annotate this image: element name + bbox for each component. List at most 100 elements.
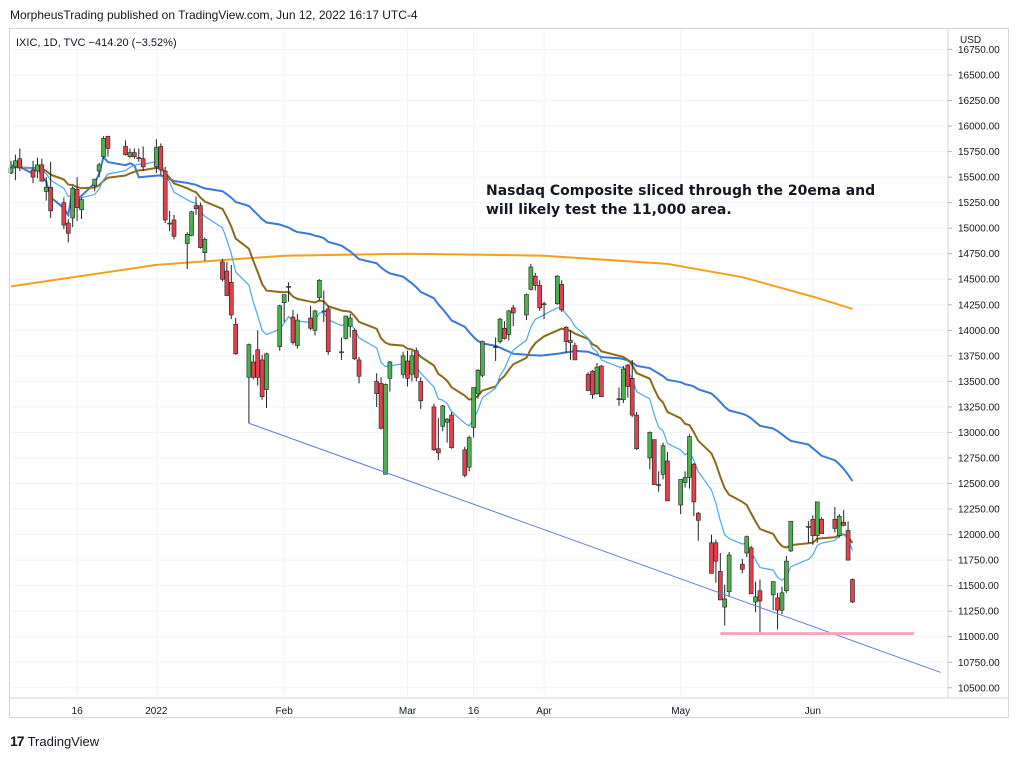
candle-body bbox=[599, 365, 604, 397]
candle-body bbox=[590, 370, 595, 395]
candle bbox=[43, 177, 49, 201]
candle-body bbox=[286, 286, 291, 288]
y-tick-label: 10500.00 bbox=[958, 683, 1000, 694]
x-tick-label: May bbox=[671, 706, 690, 717]
candle bbox=[510, 304, 516, 327]
candle bbox=[462, 446, 468, 478]
candle bbox=[189, 210, 194, 237]
candle-body bbox=[171, 219, 177, 237]
candle bbox=[352, 328, 357, 360]
candle-body bbox=[753, 596, 758, 603]
candle-body bbox=[158, 146, 164, 171]
candle bbox=[713, 539, 719, 583]
candle-body bbox=[656, 484, 661, 486]
candle bbox=[810, 515, 816, 545]
candle bbox=[497, 318, 503, 344]
candle bbox=[220, 258, 225, 282]
candle bbox=[436, 418, 441, 461]
candle-body bbox=[841, 522, 846, 526]
candle bbox=[13, 154, 18, 181]
candlestick-chart[interactable]: 16750.00 16500.00 16250.00 16000.00 15750.00… bbox=[0, 0, 1020, 730]
candle-body bbox=[431, 406, 437, 451]
candle bbox=[290, 309, 296, 345]
y-tick-label: 12750.00 bbox=[958, 453, 1000, 464]
candle-body bbox=[79, 199, 84, 211]
candle-body bbox=[317, 279, 322, 298]
candle-body bbox=[555, 275, 560, 305]
candle-body bbox=[524, 294, 529, 316]
candle-body bbox=[691, 463, 697, 503]
candle-body bbox=[198, 205, 203, 248]
candle bbox=[537, 280, 542, 311]
candle bbox=[356, 356, 362, 384]
candle-body bbox=[343, 315, 349, 339]
candle bbox=[845, 521, 851, 561]
candle-body bbox=[246, 344, 252, 378]
y-tick-label: 14750.00 bbox=[958, 249, 1000, 260]
candle bbox=[775, 592, 780, 630]
candle-body bbox=[466, 437, 472, 468]
candle-body bbox=[585, 373, 591, 391]
candle-body bbox=[233, 323, 238, 355]
candle bbox=[246, 343, 252, 424]
y-tick-label: 13250.00 bbox=[958, 402, 1000, 413]
candle-body bbox=[308, 317, 313, 329]
candle bbox=[140, 146, 146, 171]
candle-body bbox=[264, 353, 269, 390]
candle bbox=[814, 501, 820, 543]
candle bbox=[590, 370, 595, 399]
candle-body bbox=[718, 571, 723, 601]
candle bbox=[585, 372, 591, 391]
candle bbox=[405, 350, 410, 387]
candle bbox=[414, 347, 419, 382]
candle-body bbox=[814, 501, 820, 536]
candle-body bbox=[383, 384, 388, 475]
y-tick-label: 16000.00 bbox=[958, 122, 1000, 133]
candle-body bbox=[35, 164, 40, 172]
candle-body bbox=[806, 526, 811, 528]
candle-body bbox=[740, 563, 745, 570]
y-tick-label: 11750.00 bbox=[958, 556, 999, 567]
candle bbox=[665, 451, 670, 502]
tradingview-footer[interactable]: 17 TradingView bbox=[10, 733, 99, 749]
candle bbox=[79, 197, 84, 219]
candle-body bbox=[387, 361, 393, 379]
candle bbox=[779, 586, 785, 615]
candle bbox=[832, 507, 838, 533]
time-axis: 16 2022 Feb Mar 16 Apr May Jun bbox=[10, 697, 1008, 717]
candle bbox=[466, 435, 472, 472]
trendline bbox=[248, 422, 941, 673]
drawings bbox=[248, 422, 941, 673]
candle bbox=[475, 369, 481, 399]
x-tick-label: Apr bbox=[536, 706, 552, 717]
y-tick-label: 16750.00 bbox=[958, 45, 1000, 56]
candle bbox=[312, 309, 318, 336]
candle-body bbox=[101, 137, 106, 157]
candle bbox=[541, 301, 547, 320]
candle bbox=[184, 232, 190, 270]
candle-body bbox=[682, 477, 688, 483]
candle-body bbox=[537, 285, 542, 309]
candle-body bbox=[65, 222, 71, 234]
candle-body bbox=[779, 592, 785, 611]
publisher-line: MorpheusTrading published on TradingView… bbox=[10, 8, 418, 22]
candle bbox=[378, 377, 384, 430]
candle bbox=[105, 135, 111, 157]
candle bbox=[101, 136, 106, 159]
candle-body bbox=[228, 282, 234, 316]
candle bbox=[295, 313, 300, 349]
candle bbox=[691, 463, 697, 517]
candle-body bbox=[678, 479, 683, 506]
candle bbox=[167, 210, 172, 232]
candle-body bbox=[449, 414, 454, 449]
candle bbox=[444, 418, 450, 443]
candle bbox=[682, 471, 688, 488]
grid bbox=[10, 29, 948, 698]
candle-body bbox=[281, 294, 287, 304]
candle-body bbox=[788, 521, 794, 552]
candle-body bbox=[770, 581, 776, 596]
x-tick-label: 16 bbox=[468, 706, 480, 717]
candle-body bbox=[92, 178, 98, 186]
candle bbox=[321, 290, 327, 323]
candle bbox=[61, 197, 67, 230]
